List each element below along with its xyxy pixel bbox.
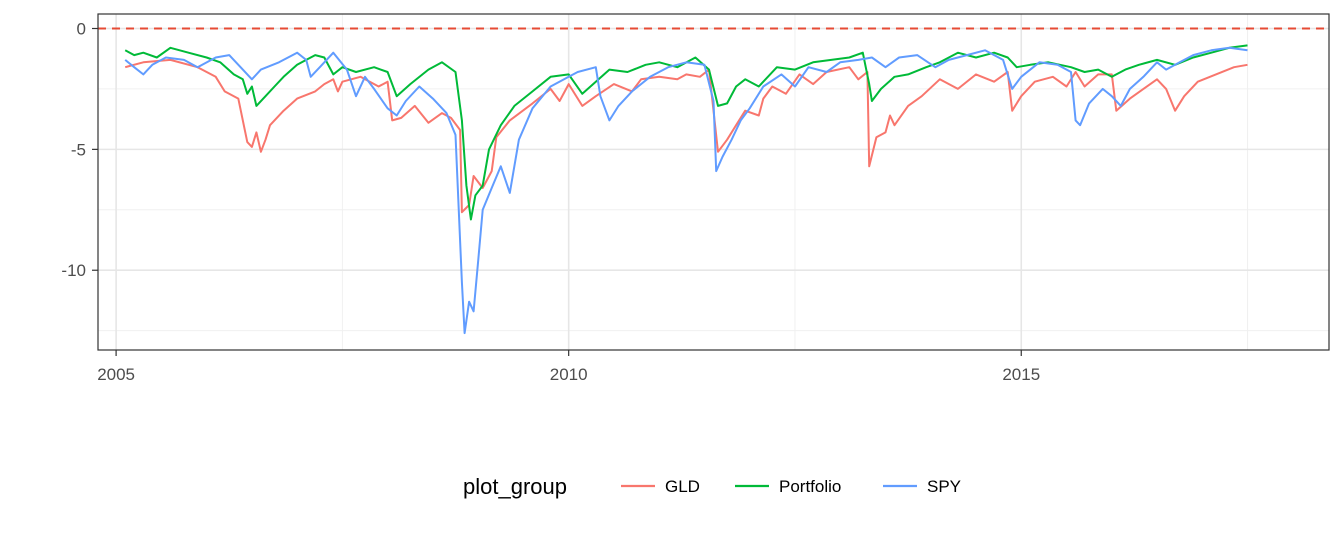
plot-panel-border bbox=[97, 13, 1330, 351]
y-tick-label: 0 bbox=[77, 20, 86, 39]
x-tick-label: 2005 bbox=[97, 365, 135, 384]
series-lines bbox=[124, 44, 1248, 335]
y-tick-label: -10 bbox=[61, 261, 86, 280]
x-tick-label: 2015 bbox=[1002, 365, 1040, 384]
y-axis: 0 -5 -10 bbox=[61, 20, 98, 280]
x-axis: 2005 2010 2015 bbox=[97, 350, 1040, 384]
series-line-portfolio bbox=[124, 44, 1248, 221]
legend-label-gld: GLD bbox=[665, 477, 700, 496]
legend: plot_group GLD Portfolio SPY bbox=[463, 474, 961, 499]
series-line-gld bbox=[124, 58, 1248, 214]
series-line-spy bbox=[124, 46, 1248, 335]
y-tick-label: -5 bbox=[71, 140, 86, 159]
legend-label-portfolio: Portfolio bbox=[779, 477, 841, 496]
legend-title: plot_group bbox=[463, 474, 567, 499]
x-tick-label: 2010 bbox=[550, 365, 588, 384]
legend-label-spy: SPY bbox=[927, 477, 961, 496]
